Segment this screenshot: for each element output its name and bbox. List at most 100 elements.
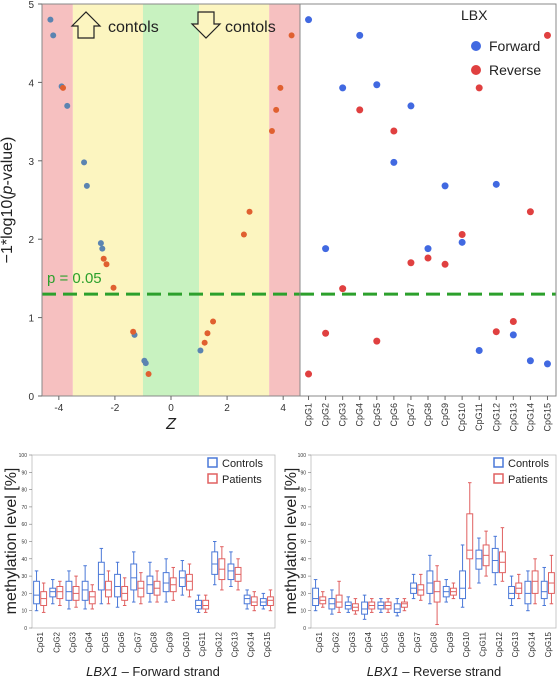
cpg-points [305, 16, 551, 378]
forward-box-controls [178, 560, 186, 596]
reverse-box-controls [508, 575, 516, 607]
reverse-x-tick-label: CpG9 [446, 631, 455, 652]
reverse-cpg-point [458, 230, 466, 238]
reverse-cpg-point [441, 260, 449, 268]
reverse-x-tick-label: CpG4 [364, 631, 373, 652]
iqr-box [361, 601, 369, 615]
reverse-z-point [204, 330, 211, 337]
reverse-z-point [100, 255, 107, 262]
forward-box-controls [146, 561, 154, 603]
forward-z-point [47, 16, 54, 23]
reverse-cpg-point [339, 285, 347, 293]
reverse-box-patients [482, 530, 490, 577]
forward-y-tick-label: 20 [21, 591, 27, 597]
z-x-tick-label: 2 [224, 403, 230, 414]
zone-label-right: contols [225, 19, 276, 36]
forward-x-tick-label: CpG1 [36, 631, 45, 652]
forward-z-point [142, 360, 149, 367]
reverse-z-point [103, 261, 110, 268]
forward-box-patients [267, 589, 274, 612]
reverse-z-point [268, 128, 275, 135]
z-y-axis-label: −1*log10(p-value) [0, 137, 16, 264]
reverse-x-ticks: CpG1 CpG2 CpG3 CpG4 CpG5 CpG6 CpG7 CpG8 CpG9 CpG1… [315, 631, 553, 657]
forward-x-tick-label: CpG15 [263, 631, 272, 657]
reverse-y-tick-label: 100 [298, 453, 307, 459]
reverse-cpg-point [322, 329, 330, 337]
forward-z-point [50, 32, 57, 39]
iqr-box [195, 599, 202, 610]
zone-yellow-left [72, 4, 143, 396]
z-y-tick-label: 3 [28, 157, 34, 168]
forward-z-point [197, 347, 204, 354]
reverse-box-patients [498, 527, 506, 582]
legend-title: LBX [461, 7, 488, 23]
forward-x-tick-label: CpG5 [101, 631, 110, 652]
forward-x-tick-label: CpG7 [133, 631, 142, 652]
forward-cpg-point [475, 347, 483, 355]
forward-y-tick-label: 90 [21, 470, 27, 476]
reverse-box-patients [515, 573, 523, 600]
cpg-x-ticks: CpG1 CpG2 CpG3 CpG4 CpG5 CpG6 CpG7 CpG8 CpG9 CpG1… [304, 396, 552, 432]
forward-box-patients [105, 570, 112, 605]
forward-box-controls [130, 551, 138, 603]
iqr-box [312, 587, 320, 607]
forward-box-controls [49, 579, 57, 605]
reverse-y-tick-label: 80 [300, 488, 306, 494]
reverse-box-controls [426, 554, 434, 605]
cpg-x-tick-label: CpG1 [304, 403, 314, 427]
cpg-x-tick-label: CpG9 [440, 403, 450, 427]
reverse-box-controls [344, 596, 352, 613]
forward-x-tick-label: CpG3 [69, 631, 78, 652]
cpg-x-tick-label: CpG12 [491, 403, 501, 432]
reverse-gene-name: LBX1 [367, 664, 399, 679]
forward-z-point [83, 182, 90, 189]
forward-y-tick-label: 40 [21, 557, 27, 563]
reverse-y-tick-label: 0 [303, 626, 306, 632]
reverse-z-point [201, 339, 208, 346]
reverse-box-controls [312, 579, 320, 612]
forward-legend-patients-marker [207, 473, 218, 484]
reverse-box-patients [449, 582, 457, 600]
reverse-box-controls [328, 589, 336, 615]
reverse-box-controls [459, 544, 467, 608]
iqr-box [88, 591, 96, 605]
iqr-box [56, 585, 64, 600]
reverse-cpg-point [407, 259, 415, 267]
iqr-box [202, 599, 210, 610]
forward-box-controls [162, 558, 170, 603]
forward-y-tick-label: 70 [21, 505, 27, 511]
forward-box-patients [137, 572, 145, 605]
forward-cpg-point [441, 182, 449, 190]
reverse-x-tick-label: CpG15 [544, 631, 553, 657]
reverse-box-patients [417, 573, 425, 601]
forward-x-tick-label: CpG13 [231, 631, 240, 657]
reverse-y-tick-label: 40 [300, 557, 306, 563]
zone-red-left [42, 4, 73, 396]
reverse-z-point [288, 32, 295, 39]
iqr-box [186, 573, 193, 591]
reverse-box-patients [351, 598, 359, 615]
forward-box-controls [195, 594, 202, 613]
reverse-box-controls [377, 598, 385, 613]
forward-x-axis-label: LBX1 – Forward strand [86, 664, 220, 679]
reverse-z-point [60, 84, 67, 91]
iqr-box [426, 570, 434, 594]
forward-z-point [64, 102, 71, 109]
iqr-box [475, 549, 483, 570]
iqr-box [250, 596, 258, 607]
iqr-box [524, 580, 532, 605]
forward-cpg-point [492, 180, 500, 188]
reverse-y-tick-label: 70 [300, 505, 306, 511]
forward-box-patients [72, 575, 80, 608]
forward-cpg-point [356, 31, 364, 39]
reverse-z-point [273, 106, 280, 113]
cpg-x-tick-label: CpG8 [423, 403, 433, 427]
cpg-x-tick-label: CpG14 [525, 403, 535, 432]
forward-box-controls [33, 570, 40, 612]
forward-cpg-point [305, 16, 313, 24]
forward-x-tick-label: CpG4 [85, 631, 94, 652]
legend-forward-label: Forward [489, 38, 540, 54]
reverse-x-tick-label: CpG12 [495, 631, 504, 657]
reverse-box-controls [410, 573, 418, 600]
